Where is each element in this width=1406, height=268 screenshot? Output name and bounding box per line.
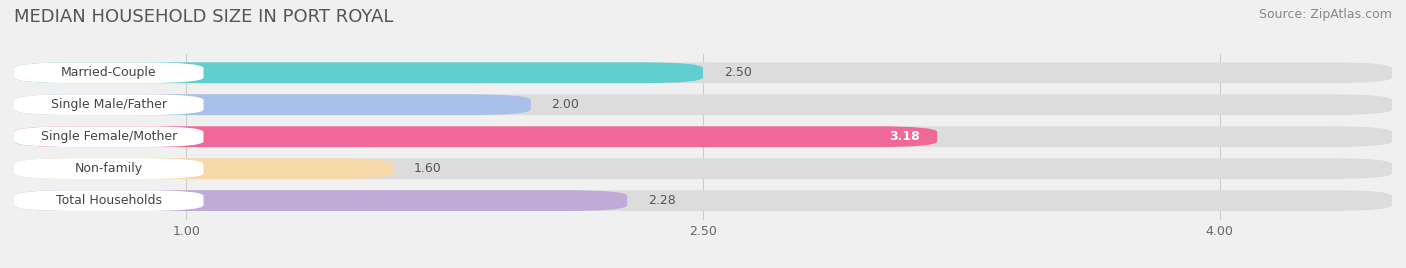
Text: Single Female/Mother: Single Female/Mother: [41, 130, 177, 143]
FancyBboxPatch shape: [14, 62, 204, 83]
FancyBboxPatch shape: [14, 94, 531, 115]
FancyBboxPatch shape: [14, 190, 627, 211]
Text: Source: ZipAtlas.com: Source: ZipAtlas.com: [1258, 8, 1392, 21]
FancyBboxPatch shape: [14, 94, 1392, 115]
Text: Total Households: Total Households: [56, 194, 162, 207]
Text: Non-family: Non-family: [75, 162, 143, 175]
Text: MEDIAN HOUSEHOLD SIZE IN PORT ROYAL: MEDIAN HOUSEHOLD SIZE IN PORT ROYAL: [14, 8, 394, 26]
Text: 3.18: 3.18: [889, 130, 920, 143]
FancyBboxPatch shape: [14, 158, 394, 179]
FancyBboxPatch shape: [14, 158, 1392, 179]
FancyBboxPatch shape: [14, 126, 938, 147]
Text: 2.00: 2.00: [551, 98, 579, 111]
Text: Single Male/Father: Single Male/Father: [51, 98, 167, 111]
FancyBboxPatch shape: [14, 158, 204, 179]
FancyBboxPatch shape: [14, 62, 1392, 83]
FancyBboxPatch shape: [14, 126, 1392, 147]
Text: 2.28: 2.28: [648, 194, 676, 207]
Text: Married-Couple: Married-Couple: [60, 66, 156, 79]
Text: 1.60: 1.60: [413, 162, 441, 175]
FancyBboxPatch shape: [14, 94, 204, 115]
FancyBboxPatch shape: [14, 62, 703, 83]
FancyBboxPatch shape: [14, 190, 1392, 211]
FancyBboxPatch shape: [14, 126, 204, 147]
Text: 2.50: 2.50: [724, 66, 752, 79]
FancyBboxPatch shape: [14, 190, 204, 211]
